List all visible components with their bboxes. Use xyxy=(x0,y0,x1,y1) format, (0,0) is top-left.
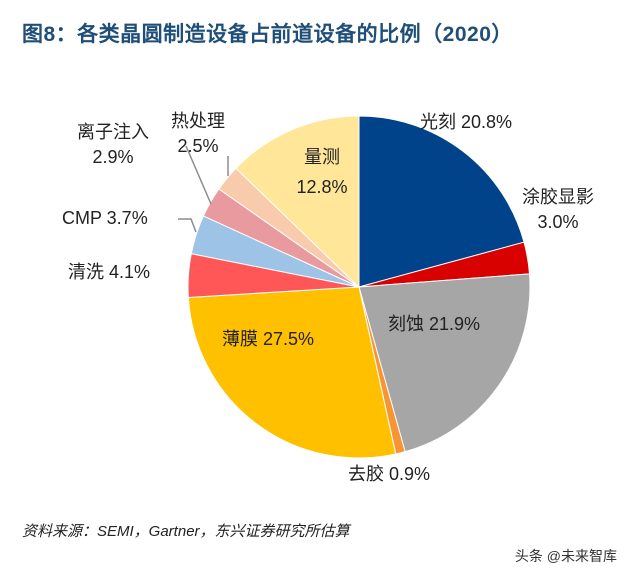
slice-value-1: 3.0% xyxy=(537,212,578,232)
source-note: 资料来源：SEMI，Gartner，东兴证券研究所估算 xyxy=(22,523,350,540)
slice-label-6: CMP 3.7% xyxy=(62,208,148,228)
slice-name-7: 离子注入 xyxy=(77,122,149,142)
slice-name-9: 量测 xyxy=(304,147,340,167)
slice-value-7: 2.9% xyxy=(92,147,133,167)
chart-title: 图8：各类晶圆制造设备占前道设备的比例（2020） xyxy=(22,23,513,46)
slice-label-2: 刻蚀 21.9% xyxy=(388,314,480,334)
slice-name-8: 热处理 xyxy=(171,111,225,131)
slice-value-8: 2.5% xyxy=(177,136,218,156)
leader-line-7 xyxy=(185,145,212,205)
slice-label-5: 清洗 4.1% xyxy=(68,262,150,282)
slice-name-1: 涂胶显影 xyxy=(522,187,594,207)
pie-slice-0 xyxy=(358,115,525,288)
slice-value-9: 12.8% xyxy=(296,177,347,197)
slice-label-4: 薄膜 27.5% xyxy=(222,329,314,349)
watermark: 头条 @未来智库 xyxy=(514,548,617,564)
pie-chart: 光刻 20.8% 涂胶显影 3.0% 刻蚀 21.9% 去胶 0.9% 薄膜 27.5% 清… xyxy=(62,111,594,484)
leader-line-6 xyxy=(178,218,197,233)
slice-label-0: 光刻 20.8% xyxy=(420,112,512,132)
pie-slice-9 xyxy=(235,115,360,289)
pie-slice-2 xyxy=(358,273,531,453)
pie-slice-4 xyxy=(187,286,397,459)
slice-label-3: 去胶 0.9% xyxy=(348,464,430,484)
